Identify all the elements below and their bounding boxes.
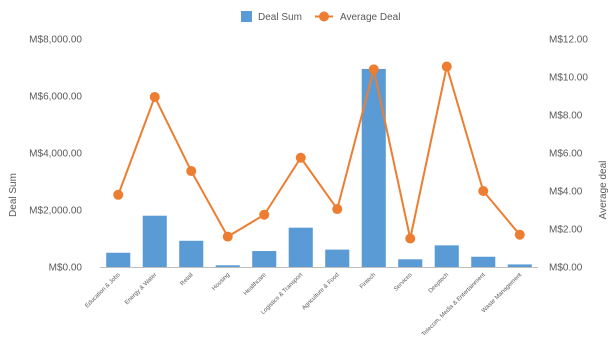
y-tick-label: M$2,000.00	[29, 206, 82, 217]
y-tick-label: M$8,000.00	[29, 35, 82, 46]
x-tick-label: Retail	[180, 272, 195, 287]
bar	[398, 259, 423, 267]
bar	[471, 256, 496, 267]
average-deal-point	[332, 204, 343, 215]
y-tick-label: M$4,000.00	[29, 149, 82, 160]
bar	[179, 240, 204, 267]
y2-tick-label: M$8.00	[549, 111, 583, 122]
average-deal-point	[368, 64, 379, 75]
legend-swatch-deal-sum	[241, 11, 252, 22]
bar	[215, 265, 240, 267]
x-tick-label: Logistics & Transport	[260, 272, 304, 316]
average-deal-point	[514, 229, 525, 240]
x-tick-label: Agriculture & Food	[301, 272, 340, 311]
y-tick-label: M$0.00	[49, 263, 83, 274]
y2-tick-label: M$4.00	[549, 187, 583, 198]
y2-tick-label: M$0.00	[549, 263, 583, 274]
x-tick-label: Housing	[211, 272, 231, 292]
average-deal-point	[405, 233, 416, 244]
bar	[106, 252, 131, 267]
average-deal-point	[149, 91, 160, 102]
legend-label-average-deal: Average Deal	[340, 12, 400, 23]
average-deal-point	[186, 166, 197, 177]
legend-marker-average-deal	[319, 11, 329, 22]
y-tick-label: M$6,000.00	[29, 92, 82, 103]
y2-tick-label: M$2.00	[549, 225, 583, 236]
x-tick-label: Fintech	[359, 272, 377, 290]
average-deal-point	[222, 231, 233, 242]
x-tick-label: Telecom, Media & Entertainment	[421, 272, 487, 338]
average-deal-point	[295, 152, 306, 163]
average-deal-point	[478, 186, 489, 196]
y-axis-title: Deal Sum	[8, 173, 19, 217]
bar	[142, 215, 167, 267]
y2-tick-label: M$10.00	[549, 73, 588, 84]
y2-tick-label: M$6.00	[549, 149, 583, 160]
plot-area: M$0.00 M$2,000.00 M$4,000.00 M$6,000.00 M$8,…	[29, 35, 588, 338]
average-deal-point	[441, 61, 452, 72]
average-deal-point	[113, 189, 124, 200]
average-deal-point	[259, 209, 270, 220]
legend-label-deal-sum: Deal Sum	[258, 12, 302, 23]
x-tick-label: Services	[393, 272, 414, 293]
x-tick-label: Deeptech	[428, 272, 450, 294]
bar	[252, 251, 277, 267]
y2-axis-title: Average deal	[598, 161, 609, 220]
average-deal-line	[117, 65, 521, 240]
x-tick-label: Energy & Water	[124, 272, 158, 306]
bar	[434, 245, 459, 267]
bar	[325, 249, 350, 267]
legend: Deal Sum Average Deal	[241, 11, 400, 23]
x-tick-label: Healthcare	[243, 272, 268, 297]
x-tick-label: Education & Jobs	[84, 272, 121, 309]
y2-tick-label: M$12.00	[549, 35, 588, 46]
bar	[507, 264, 532, 267]
x-tick-label: Waste Management	[481, 272, 523, 314]
bar	[288, 227, 313, 267]
